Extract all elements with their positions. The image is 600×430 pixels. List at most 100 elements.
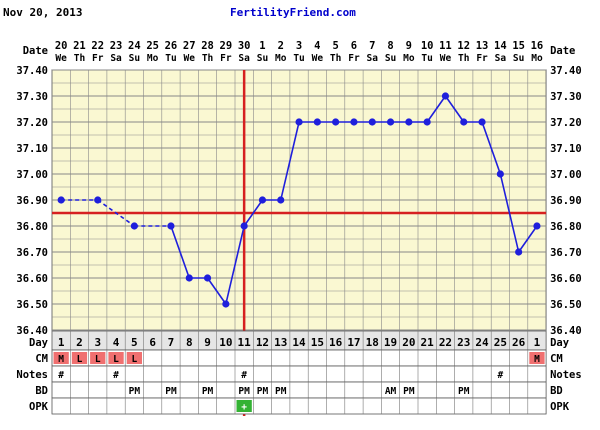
date-label: 15 (512, 40, 525, 52)
weekday-label: We (312, 53, 324, 64)
weekday-label: Th (330, 53, 341, 64)
cm-cell: L (113, 354, 119, 365)
date-label: 26 (165, 40, 178, 52)
temp-point (94, 196, 102, 204)
bd-cell: PM (257, 386, 269, 397)
table-row-bd (51, 381, 547, 399)
temp-point (478, 118, 486, 126)
temp-line-segment (225, 225, 245, 305)
date-label: 9 (406, 40, 412, 52)
weekday-label: Fr (348, 53, 360, 64)
day-cell: 18 (366, 336, 379, 349)
weekday-label: We (184, 53, 196, 64)
weekday-label: Fr (220, 53, 232, 64)
temp-line-segment (97, 199, 135, 227)
day-cell: 21 (421, 336, 435, 349)
weekday-label: Su (385, 53, 396, 64)
y-tick-label-right: 36.60 (550, 273, 582, 285)
temp-point (423, 118, 431, 126)
weekday-label: Mo (147, 53, 159, 64)
opk-row-label: OPK (29, 401, 49, 413)
date-label: 21 (73, 40, 86, 52)
day-cell: 20 (402, 336, 415, 349)
day-cell: 4 (113, 336, 120, 349)
temp-point (405, 118, 413, 126)
cm-cell-fill (126, 352, 142, 364)
date-label: 5 (332, 40, 338, 52)
temp-point (57, 196, 65, 204)
day-cell: 23 (457, 336, 470, 349)
y-tick-label-left: 37.10 (16, 143, 48, 155)
cm-row-label: CM (35, 353, 48, 365)
table-row-opk (51, 397, 547, 415)
weekday-label: Tu (293, 53, 304, 64)
cm-cell: L (95, 354, 101, 365)
temp-point (496, 170, 504, 178)
temp-point (441, 92, 450, 100)
temp-point (277, 196, 285, 204)
site-name[interactable]: FertilityFriend.com (230, 6, 356, 19)
cm-cell-fill (90, 352, 106, 364)
date-label: 30 (238, 40, 251, 52)
date-label: 29 (220, 40, 233, 52)
cm-cell: M (58, 354, 64, 365)
weekday-label: Tu (421, 53, 432, 64)
day-cell: 3 (94, 336, 101, 349)
day-cell: 6 (149, 336, 156, 349)
bd-cell: PM (202, 386, 214, 397)
day-cell: 15 (311, 336, 324, 349)
date-row-label-right: Date (550, 45, 575, 57)
day-cell: 13 (274, 336, 287, 349)
day-cell: 24 (475, 336, 489, 349)
date-label: 4 (314, 40, 320, 52)
weekday-label: Sa (367, 53, 379, 64)
notes-row-label-right: Notes (550, 369, 582, 381)
y-tick-label-right: 36.90 (550, 195, 582, 207)
date-label: 24 (128, 40, 141, 52)
table-row-notes (51, 365, 547, 383)
date-label: 6 (351, 40, 357, 52)
day-cell: 26 (512, 336, 526, 349)
temp-point (203, 274, 212, 282)
temp-point (368, 118, 376, 126)
temp-point (460, 118, 468, 126)
temp-line-segment (206, 277, 227, 305)
y-tick-label-left: 36.40 (16, 325, 48, 337)
cm-cell: L (77, 354, 83, 365)
y-tick-label-right: 37.30 (550, 91, 582, 103)
y-tick-label-right: 37.10 (550, 143, 582, 155)
y-tick-label-left: 37.40 (16, 65, 48, 77)
weekday-label: Fr (476, 53, 488, 64)
temp-point (313, 118, 321, 126)
day-cell: 2 (76, 336, 83, 349)
weekday-label: We (55, 53, 67, 64)
day-cell: 11 (238, 336, 252, 349)
date-label: 22 (91, 40, 104, 52)
day-cell: 14 (292, 336, 306, 349)
y-tick-label-left: 36.50 (16, 299, 48, 311)
day-cell: 25 (494, 336, 507, 349)
weekday-label: Su (513, 53, 524, 64)
cm-cell-fill (53, 352, 69, 364)
bd-row-label: BD (35, 385, 48, 397)
table-row-cm (51, 349, 547, 367)
notes-cell: # (497, 370, 503, 381)
temp-point (515, 248, 523, 256)
date-label: 12 (457, 40, 470, 52)
weekday-label: Th (202, 53, 213, 64)
weekday-label: Su (257, 53, 268, 64)
temp-line-segment (170, 225, 191, 279)
bd-cell: PM (165, 386, 177, 397)
bd-cell: PM (403, 386, 415, 397)
temp-line-segment (444, 95, 465, 123)
weekday-label: Sa (110, 53, 122, 64)
day-cell: 7 (168, 336, 175, 349)
y-tick-label-right: 37.00 (550, 169, 582, 181)
temp-point (240, 222, 248, 230)
y-tick-label-left: 37.30 (16, 91, 48, 103)
cm-cell: M (534, 354, 540, 365)
date-label: 8 (387, 40, 393, 52)
y-tick-label-right: 36.50 (550, 299, 582, 311)
y-tick-label-left: 37.20 (16, 117, 48, 129)
day-cell: 9 (204, 336, 211, 349)
